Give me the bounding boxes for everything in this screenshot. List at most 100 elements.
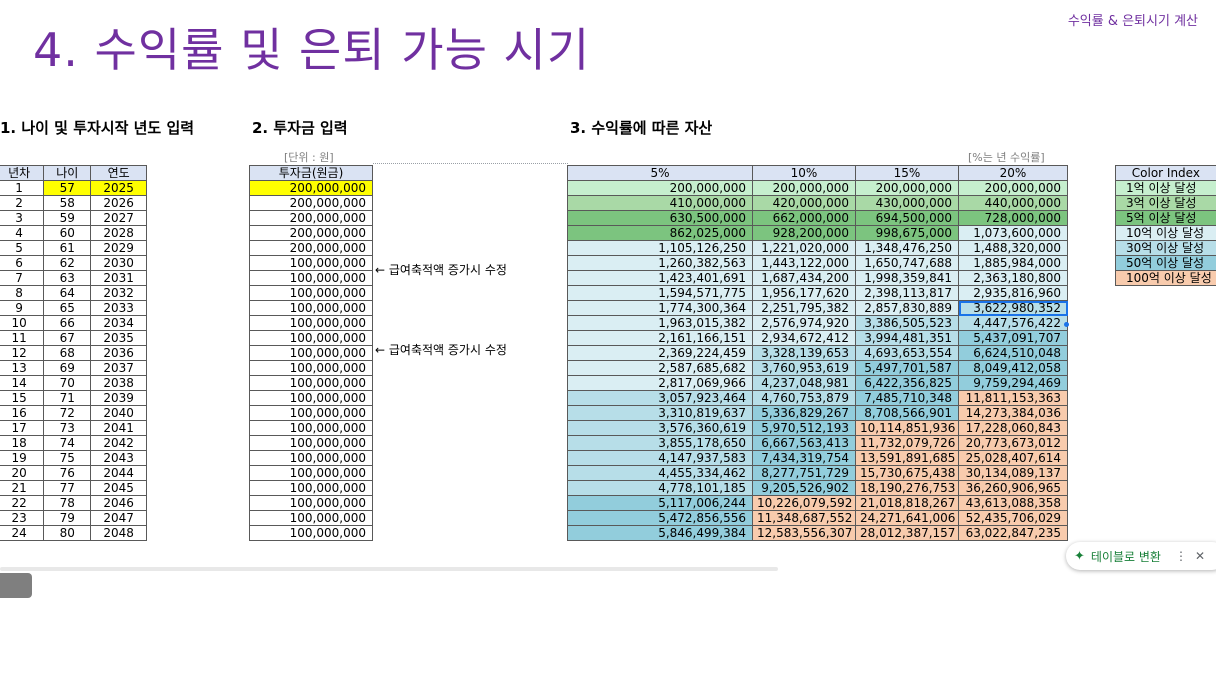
asset-cell[interactable]: 2,161,166,151 (567, 330, 753, 346)
asset-cell[interactable]: 2,369,224,459 (567, 345, 753, 361)
principal-cell[interactable]: 100,000,000 (249, 510, 373, 526)
asset-cell[interactable]: 3,576,360,619 (567, 420, 753, 436)
asset-cell[interactable]: 1,105,126,250 (567, 240, 753, 256)
asset-cell[interactable]: 3,994,481,351 (855, 330, 959, 346)
table-cell[interactable]: 21 (0, 480, 45, 496)
table-cell[interactable]: 2045 (90, 480, 147, 496)
asset-cell[interactable]: 1,423,401,691 (567, 270, 753, 286)
asset-cell[interactable]: 1,956,177,620 (752, 285, 856, 301)
table-cell[interactable]: 2037 (90, 360, 147, 376)
table-cell[interactable]: 2042 (90, 435, 147, 451)
side-panel-tab[interactable] (0, 573, 32, 598)
asset-cell[interactable]: 5,117,006,244 (567, 495, 753, 511)
asset-cell[interactable]: 410,000,000 (567, 195, 753, 211)
table-cell[interactable]: 57 (43, 180, 92, 196)
col-header-year[interactable]: 연도 (90, 165, 147, 181)
table-cell[interactable]: 18 (0, 435, 45, 451)
table-cell[interactable]: 2033 (90, 300, 147, 316)
asset-cell[interactable]: 25,028,407,614 (958, 450, 1068, 466)
asset-cell[interactable]: 2,935,816,960 (958, 285, 1068, 301)
col-header-15pct[interactable]: 15% (855, 165, 959, 181)
table-cell[interactable]: 12 (0, 345, 45, 361)
asset-cell[interactable]: 10,114,851,936 (855, 420, 959, 436)
asset-cell[interactable]: 1,443,122,000 (752, 255, 856, 271)
asset-cell[interactable]: 200,000,000 (855, 180, 959, 196)
asset-cell[interactable]: 1,650,747,688 (855, 255, 959, 271)
table-cell[interactable]: 2040 (90, 405, 147, 421)
table-cell[interactable]: 17 (0, 420, 45, 436)
principal-cell[interactable]: 100,000,000 (249, 390, 373, 406)
principal-cell[interactable]: 100,000,000 (249, 255, 373, 271)
principal-cell[interactable]: 100,000,000 (249, 330, 373, 346)
table-cell[interactable]: 3 (0, 210, 45, 226)
asset-cell[interactable]: 4,455,334,462 (567, 465, 753, 481)
asset-cell[interactable]: 928,200,000 (752, 225, 856, 241)
table-cell[interactable]: 16 (0, 405, 45, 421)
table-cell[interactable]: 2043 (90, 450, 147, 466)
asset-cell[interactable]: 694,500,000 (855, 210, 959, 226)
asset-cell[interactable]: 3,057,923,464 (567, 390, 753, 406)
asset-cell[interactable]: 2,587,685,682 (567, 360, 753, 376)
table-cell[interactable]: 2027 (90, 210, 147, 226)
table-cell[interactable]: 10 (0, 315, 45, 331)
table-cell[interactable]: 2048 (90, 525, 147, 541)
asset-cell[interactable]: 18,190,276,753 (855, 480, 959, 496)
asset-cell[interactable]: 20,773,673,012 (958, 435, 1068, 451)
asset-cell[interactable]: 4,693,653,554 (855, 345, 959, 361)
asset-cell[interactable]: 36,260,906,965 (958, 480, 1068, 496)
principal-cell[interactable]: 100,000,000 (249, 525, 373, 541)
asset-cell[interactable]: 200,000,000 (752, 180, 856, 196)
table-cell[interactable]: 79 (43, 510, 92, 526)
principal-cell[interactable]: 100,000,000 (249, 420, 373, 436)
close-icon[interactable]: ✕ (1194, 549, 1206, 563)
asset-cell[interactable]: 3,386,505,523 (855, 315, 959, 331)
asset-cell[interactable]: 1,260,382,563 (567, 255, 753, 271)
asset-cell[interactable]: 1,687,434,200 (752, 270, 856, 286)
asset-cell[interactable]: 4,778,101,185 (567, 480, 753, 496)
asset-cell[interactable]: 5,497,701,587 (855, 360, 959, 376)
asset-cell[interactable]: 4,237,048,981 (752, 375, 856, 391)
asset-cell[interactable]: 11,348,687,552 (752, 510, 856, 526)
asset-cell[interactable]: 10,226,079,592 (752, 495, 856, 511)
principal-cell[interactable]: 100,000,000 (249, 405, 373, 421)
asset-cell[interactable]: 728,000,000 (958, 210, 1068, 226)
asset-cell[interactable]: 6,667,563,413 (752, 435, 856, 451)
table-cell[interactable]: 2044 (90, 465, 147, 481)
table-cell[interactable]: 59 (43, 210, 92, 226)
table-cell[interactable]: 2 (0, 195, 45, 211)
table-cell[interactable]: 68 (43, 345, 92, 361)
table-cell[interactable]: 76 (43, 465, 92, 481)
table-cell[interactable]: 15 (0, 390, 45, 406)
table-cell[interactable]: 2028 (90, 225, 147, 241)
asset-cell[interactable]: 1,488,320,000 (958, 240, 1068, 256)
table-cell[interactable]: 2046 (90, 495, 147, 511)
table-cell[interactable]: 13 (0, 360, 45, 376)
principal-cell[interactable]: 100,000,000 (249, 435, 373, 451)
asset-cell[interactable]: 3,760,953,619 (752, 360, 856, 376)
table-cell[interactable]: 67 (43, 330, 92, 346)
asset-cell[interactable]: 2,251,795,382 (752, 300, 856, 316)
asset-cell[interactable]: 4,760,753,879 (752, 390, 856, 406)
table-cell[interactable]: 6 (0, 255, 45, 271)
asset-cell[interactable]: 9,205,526,902 (752, 480, 856, 496)
table-cell[interactable]: 60 (43, 225, 92, 241)
principal-cell[interactable]: 100,000,000 (249, 465, 373, 481)
asset-cell[interactable]: 8,049,412,058 (958, 360, 1068, 376)
asset-cell[interactable]: 8,277,751,729 (752, 465, 856, 481)
asset-cell[interactable]: 2,934,672,412 (752, 330, 856, 346)
principal-cell[interactable]: 100,000,000 (249, 360, 373, 376)
principal-cell[interactable]: 200,000,000 (249, 225, 373, 241)
asset-cell[interactable]: 1,885,984,000 (958, 255, 1068, 271)
table-cell[interactable]: 2034 (90, 315, 147, 331)
asset-cell[interactable]: 8,708,566,901 (855, 405, 959, 421)
asset-cell[interactable]: 5,970,512,193 (752, 420, 856, 436)
principal-cell[interactable]: 100,000,000 (249, 270, 373, 286)
principal-cell[interactable]: 100,000,000 (249, 300, 373, 316)
table-cell[interactable]: 24 (0, 525, 45, 541)
asset-cell[interactable]: 2,857,830,889 (855, 300, 959, 316)
asset-cell[interactable]: 2,817,069,966 (567, 375, 753, 391)
asset-cell[interactable]: 1,963,015,382 (567, 315, 753, 331)
principal-cell[interactable]: 100,000,000 (249, 480, 373, 496)
asset-cell[interactable]: 12,583,556,307 (752, 525, 856, 541)
table-cell[interactable]: 2038 (90, 375, 147, 391)
